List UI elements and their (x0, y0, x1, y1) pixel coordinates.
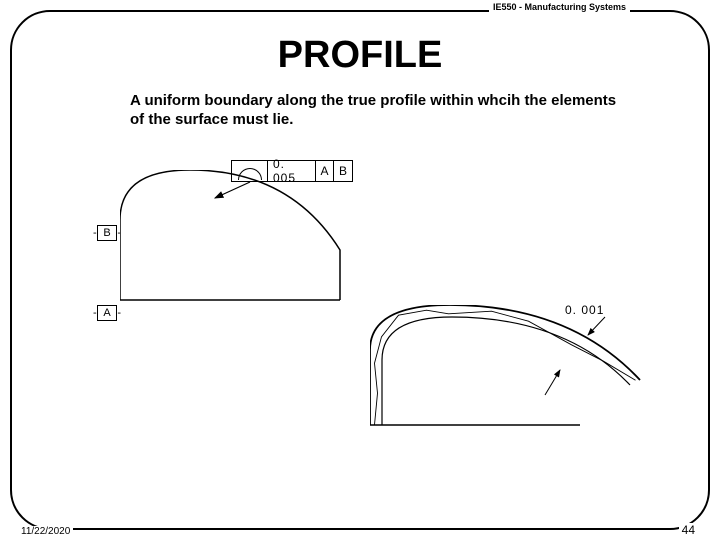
inner-boundary (382, 317, 630, 425)
datum-label-a: A (97, 305, 117, 321)
slide-date: 11/22/2020 (18, 526, 73, 537)
definition-text: A uniform boundary along the true profil… (130, 92, 620, 130)
left-profile-path (120, 170, 340, 300)
fcf-leader (215, 182, 250, 198)
datum-label-b: B (97, 225, 117, 241)
right-tolerance-zone-figure (370, 305, 660, 445)
slide-frame (10, 10, 710, 530)
course-header: IE550 - Manufacturing Systems (489, 2, 630, 12)
actual-surface-wavy (375, 310, 636, 425)
tol-arrow-outer (588, 317, 605, 335)
left-profile-figure (120, 170, 360, 320)
slide-number: 44 (679, 523, 698, 537)
page-title: PROFILE (0, 34, 720, 77)
tol-arrow-inner (545, 370, 560, 395)
